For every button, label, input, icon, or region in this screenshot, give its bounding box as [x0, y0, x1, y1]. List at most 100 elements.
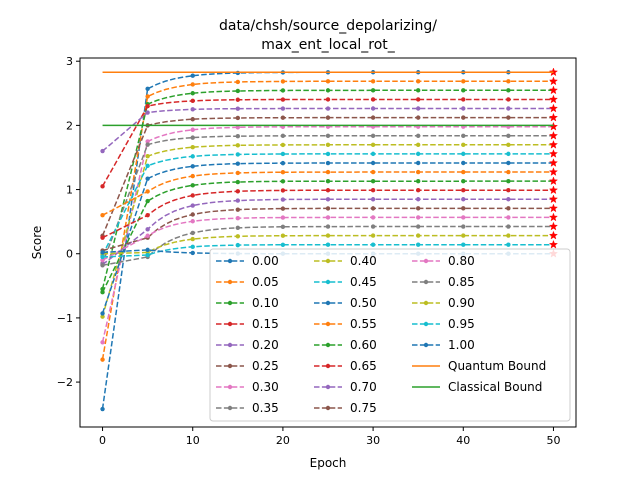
data-point — [506, 224, 511, 229]
final-epoch-star — [548, 176, 558, 186]
data-point — [461, 197, 466, 202]
data-point — [235, 179, 241, 185]
bounds-layer — [102, 71, 554, 127]
data-point — [506, 106, 511, 111]
y-tick-label: −2 — [57, 376, 73, 389]
data-point — [506, 187, 511, 193]
data-point — [235, 125, 241, 130]
legend-label: 0.15 — [252, 317, 279, 331]
data-point — [145, 189, 150, 194]
legend-label: 0.60 — [350, 338, 377, 352]
legend-marker — [325, 321, 331, 327]
data-point — [506, 133, 511, 138]
series-line-0.25 — [101, 116, 554, 237]
legend-marker — [227, 363, 233, 369]
data-point — [461, 115, 466, 120]
data-point — [415, 206, 421, 211]
data-point — [190, 244, 195, 250]
data-point — [461, 106, 466, 111]
data-point — [325, 233, 331, 238]
data-point — [280, 142, 286, 148]
data-point — [461, 169, 466, 175]
data-point — [280, 215, 286, 220]
data-point — [190, 107, 195, 112]
y-tick-label: 1 — [66, 184, 73, 197]
final-epoch-star — [548, 140, 558, 149]
data-point — [145, 103, 150, 109]
legend: 0.00 0.05 0.10 0.15 0.20 0.25 0.30 0.35 0.40 0.45… — [209, 248, 571, 422]
data-point — [370, 115, 376, 120]
data-point — [190, 230, 195, 236]
data-point — [235, 242, 241, 248]
data-point — [370, 106, 376, 111]
final-epoch-star — [548, 67, 558, 77]
data-point — [145, 176, 150, 181]
data-point — [415, 97, 421, 102]
data-point — [280, 188, 286, 193]
data-point — [370, 97, 376, 102]
data-point — [461, 242, 466, 247]
data-point — [461, 151, 466, 157]
data-point — [235, 161, 241, 166]
data-point — [415, 178, 421, 184]
data-point — [506, 215, 511, 220]
data-point — [145, 139, 150, 144]
data-point — [325, 97, 331, 102]
data-point — [506, 233, 511, 238]
final-epoch-star — [548, 149, 558, 158]
legend-label: 0.80 — [448, 254, 475, 268]
final-epoch-star — [548, 158, 558, 167]
data-point — [325, 169, 331, 175]
data-point — [280, 206, 286, 211]
data-point — [235, 97, 241, 102]
data-point — [100, 311, 105, 316]
legend-marker — [227, 384, 233, 390]
x-tick-label: 30 — [366, 434, 380, 447]
data-point — [415, 215, 421, 220]
data-point — [100, 184, 105, 189]
legend-marker — [325, 279, 331, 285]
data-point — [415, 160, 421, 166]
final-epoch-star — [548, 121, 558, 131]
plot-frame — [79, 57, 577, 428]
data-point — [280, 179, 286, 184]
data-point — [190, 135, 195, 140]
final-epoch-star — [548, 94, 558, 104]
data-point — [190, 91, 195, 96]
data-point — [190, 219, 195, 224]
x-tick-label: 10 — [186, 434, 200, 447]
data-point — [235, 115, 241, 121]
data-point — [461, 224, 466, 229]
data-point — [325, 160, 331, 166]
data-point — [415, 233, 421, 238]
final-epoch-star — [548, 112, 558, 122]
data-point — [190, 117, 195, 122]
data-point — [190, 203, 195, 208]
data-point — [370, 142, 376, 148]
data-point — [190, 173, 195, 179]
data-point — [100, 213, 105, 218]
legend-label: 0.70 — [350, 380, 377, 394]
legend-marker — [325, 300, 331, 306]
data-point — [280, 170, 286, 175]
data-point — [100, 290, 105, 295]
data-point — [280, 133, 286, 139]
legend-marker — [325, 258, 331, 264]
data-point — [370, 224, 376, 229]
legend-label: 0.95 — [448, 317, 475, 331]
y-axis-label: Score — [30, 226, 44, 260]
data-point — [506, 206, 511, 211]
x-tick-label: 50 — [546, 434, 560, 447]
y-tick-label: 2 — [66, 119, 73, 132]
data-point — [506, 169, 511, 175]
legend-marker — [423, 342, 429, 348]
data-point — [100, 257, 105, 263]
data-point — [235, 143, 241, 148]
legend-marker — [227, 279, 233, 285]
data-point — [415, 242, 421, 247]
legend-marker — [227, 342, 233, 348]
data-point — [190, 82, 195, 87]
data-point — [100, 148, 105, 154]
data-point — [190, 250, 195, 256]
